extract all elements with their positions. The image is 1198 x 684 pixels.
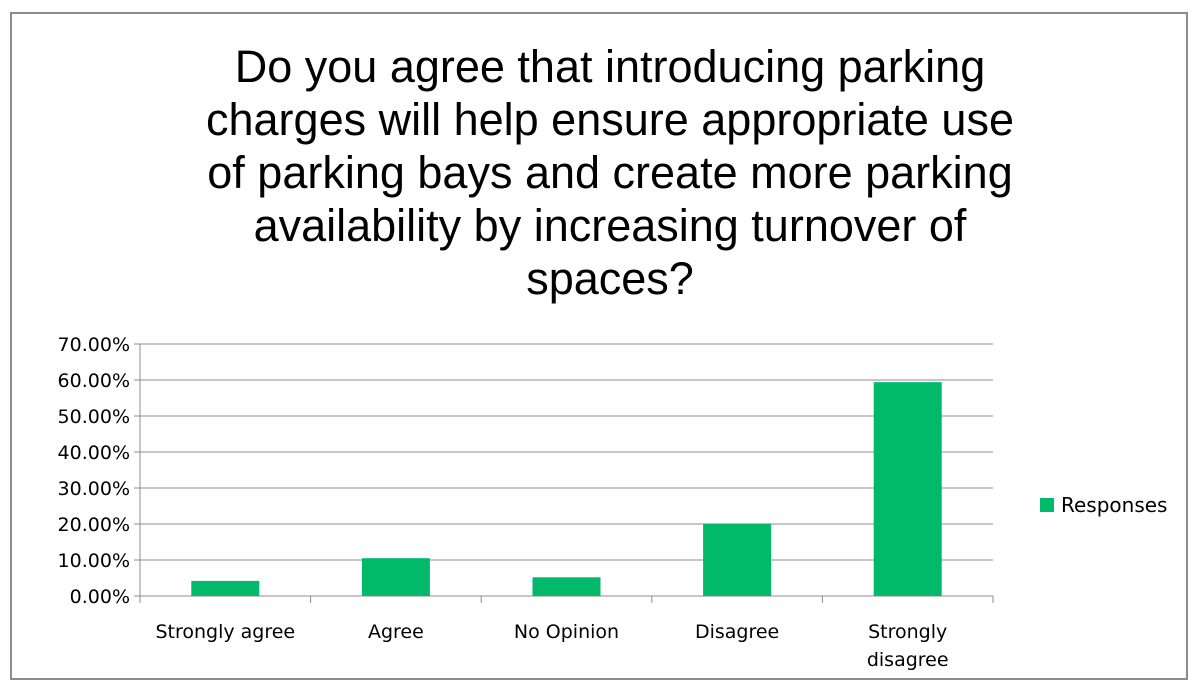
y-tick-label: 10.00% [58,550,130,572]
x-category-label: Strongly agree [155,621,295,643]
bar-disagree [703,523,772,596]
legend-swatch [1040,498,1054,512]
x-category-label: disagree [867,649,949,671]
chart-title-line: spaces? [526,253,694,304]
y-tick-label: 20.00% [58,514,130,536]
x-category-label: Disagree [695,621,779,643]
chart-title-line: of parking bays and create more parking [207,147,1013,198]
chart-title-line: Do you agree that introducing parking [234,41,986,92]
y-tick-label: 70.00% [58,334,130,356]
bar-strongly-agree [191,580,260,596]
y-tick-label: 0.00% [70,586,130,608]
y-tick-label: 30.00% [58,478,130,500]
chart-frame [10,12,1188,680]
x-category-label: Agree [368,621,424,643]
y-tick-label: 50.00% [58,406,130,428]
bar-strongly-disagree [873,382,942,596]
x-category-label: Strongly [868,621,947,643]
bar-no-opinion [532,577,601,596]
y-tick-label: 60.00% [58,370,130,392]
chart-title-line: charges will help ensure appropriate use [206,94,1014,145]
bar-agree [361,558,430,596]
legend-label: Responses [1061,493,1167,517]
x-category-label: No Opinion [514,621,619,643]
y-tick-label: 40.00% [58,442,130,464]
chart-title-line: availability by increasing turnover of [253,200,967,251]
chart-title: Do you agree that introducing parking ch… [80,40,1140,305]
